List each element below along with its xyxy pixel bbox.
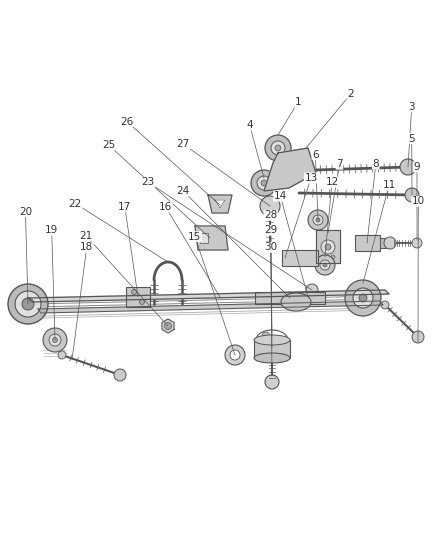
Text: 11: 11 <box>382 181 396 190</box>
Polygon shape <box>215 200 225 208</box>
Text: 20: 20 <box>19 207 32 216</box>
Bar <box>200 233 208 243</box>
Circle shape <box>331 255 335 259</box>
Circle shape <box>308 210 328 230</box>
Text: 29: 29 <box>264 225 277 235</box>
Circle shape <box>321 255 325 259</box>
Circle shape <box>265 375 279 389</box>
Text: 21: 21 <box>79 231 92 240</box>
Circle shape <box>15 291 41 317</box>
Bar <box>355 235 380 251</box>
Circle shape <box>315 255 335 275</box>
Ellipse shape <box>281 293 311 311</box>
Bar <box>380 238 388 248</box>
Text: 9: 9 <box>413 162 420 172</box>
Circle shape <box>400 159 416 175</box>
Circle shape <box>265 135 291 161</box>
Circle shape <box>381 301 389 309</box>
Text: 27: 27 <box>177 139 190 149</box>
Circle shape <box>316 218 320 222</box>
Circle shape <box>320 260 330 270</box>
Text: 8: 8 <box>372 159 379 169</box>
Text: 23: 23 <box>141 177 155 187</box>
Circle shape <box>8 284 48 324</box>
Text: 25: 25 <box>102 140 115 150</box>
Text: 30: 30 <box>264 243 277 252</box>
Polygon shape <box>28 290 389 302</box>
Circle shape <box>306 284 318 296</box>
Ellipse shape <box>254 353 290 363</box>
Circle shape <box>275 145 281 151</box>
Circle shape <box>412 331 424 343</box>
Text: 24: 24 <box>177 186 190 196</box>
Text: 17: 17 <box>118 202 131 212</box>
Text: 26: 26 <box>120 117 134 126</box>
Bar <box>282 250 318 266</box>
Circle shape <box>230 350 240 360</box>
Circle shape <box>49 334 61 346</box>
Circle shape <box>251 170 277 196</box>
Text: 5: 5 <box>408 134 415 143</box>
Polygon shape <box>316 230 340 263</box>
Circle shape <box>165 322 172 329</box>
Polygon shape <box>208 195 232 213</box>
Circle shape <box>262 332 270 340</box>
Text: 22: 22 <box>69 199 82 208</box>
Circle shape <box>353 288 373 308</box>
Polygon shape <box>195 226 228 250</box>
Polygon shape <box>264 148 316 191</box>
Text: 18: 18 <box>80 243 93 252</box>
Circle shape <box>114 369 126 381</box>
Circle shape <box>257 176 271 190</box>
Circle shape <box>43 328 67 352</box>
Circle shape <box>22 298 34 310</box>
Circle shape <box>58 351 66 359</box>
Text: 15: 15 <box>188 232 201 241</box>
Circle shape <box>325 244 331 250</box>
Circle shape <box>261 180 267 186</box>
Circle shape <box>139 300 145 304</box>
Circle shape <box>412 238 422 248</box>
Circle shape <box>260 196 280 216</box>
Text: 16: 16 <box>159 202 172 212</box>
Text: 19: 19 <box>45 225 58 235</box>
Circle shape <box>286 294 294 302</box>
Text: 1: 1 <box>294 98 301 107</box>
Text: 4: 4 <box>246 120 253 130</box>
Circle shape <box>321 240 335 254</box>
Text: 3: 3 <box>408 102 415 111</box>
Text: 12: 12 <box>325 177 339 187</box>
Text: 2: 2 <box>347 90 354 99</box>
Text: 6: 6 <box>312 150 319 159</box>
Polygon shape <box>162 319 174 333</box>
Bar <box>126 287 150 307</box>
Circle shape <box>313 215 323 225</box>
Bar <box>254 340 290 358</box>
Polygon shape <box>38 301 383 313</box>
Circle shape <box>359 294 367 302</box>
Circle shape <box>384 237 396 249</box>
Text: 7: 7 <box>336 159 343 169</box>
Text: 10: 10 <box>412 197 425 206</box>
Bar <box>255 292 325 304</box>
Ellipse shape <box>254 335 290 345</box>
Circle shape <box>271 141 285 155</box>
Circle shape <box>53 337 57 343</box>
Text: 14: 14 <box>274 191 287 201</box>
Circle shape <box>131 289 137 295</box>
Circle shape <box>225 345 245 365</box>
Text: 13: 13 <box>304 173 318 183</box>
Circle shape <box>405 188 419 202</box>
Circle shape <box>345 280 381 316</box>
Text: 28: 28 <box>264 211 277 220</box>
Circle shape <box>323 263 327 267</box>
